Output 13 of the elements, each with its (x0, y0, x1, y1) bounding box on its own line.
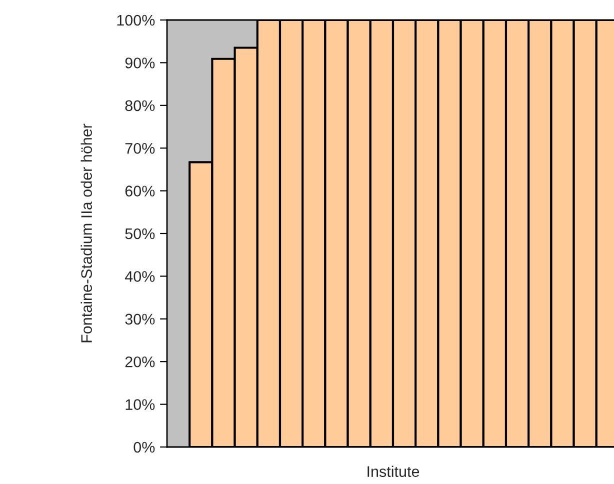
x-axis-title: Institute (368, 466, 420, 477)
y-tick-label: 0% (134, 442, 155, 453)
y-tick-label: 20% (125, 356, 155, 368)
y-tick-label: 10% (126, 399, 155, 410)
y-axis-title: Fontaine-Stadium IIa oder höher (80, 124, 92, 342)
y-tick-label: 40% (124, 271, 155, 282)
y-tick-label: 100% (117, 14, 155, 26)
y-tick-label: 50% (125, 228, 155, 240)
y-tick-label: 80% (125, 100, 155, 112)
y-tick-label: 90% (125, 58, 155, 68)
y-tick-label: 60% (125, 186, 155, 196)
y-tick-label: 70% (125, 142, 155, 154)
y-tick-label: 30% (125, 314, 155, 325)
